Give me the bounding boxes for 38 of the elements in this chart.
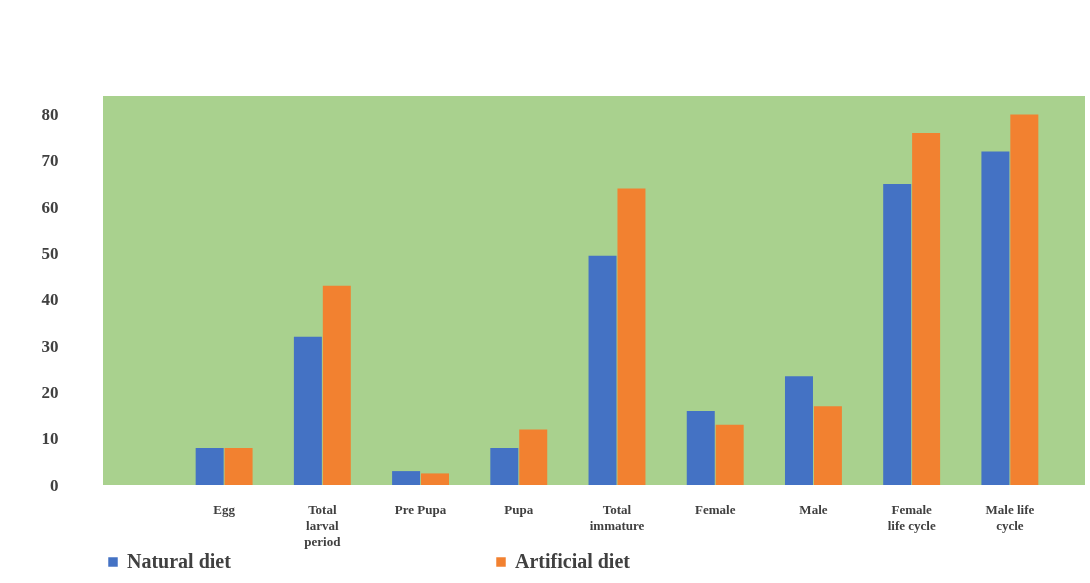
bar: [421, 473, 450, 485]
x-tick-label: Male life cycle: [985, 501, 1035, 533]
bar: [912, 133, 941, 485]
legend-label: Artificial diet: [515, 550, 631, 572]
x-tick-label: Pre Pupa: [394, 501, 447, 517]
x-tick-label: Egg: [213, 501, 236, 517]
bar: [224, 447, 253, 485]
bar: [322, 285, 351, 485]
x-tick-label: Total larval period: [304, 501, 342, 549]
x-tick-label: Pupa: [504, 501, 534, 517]
bar: [715, 424, 744, 485]
y-tick-label: 80: [41, 105, 59, 125]
bar: [490, 447, 519, 485]
bar: [813, 406, 842, 485]
bar: [686, 410, 715, 485]
legend-label: Natural diet: [127, 550, 232, 572]
y-tick-label: 30: [41, 336, 59, 356]
bar: [195, 447, 224, 485]
y-tick-label: 10: [41, 429, 59, 449]
y-tick-label: 40: [41, 290, 59, 310]
bar: [981, 151, 1010, 485]
x-tick-label: Female: [695, 501, 736, 517]
x-tick-label: Female life cycle: [887, 501, 936, 533]
y-tick-label: 0: [50, 475, 59, 495]
y-tick-label: 60: [41, 197, 59, 217]
y-tick-label: 70: [41, 151, 59, 171]
bar: [293, 336, 322, 485]
x-tick-label: Male: [799, 501, 828, 517]
y-tick-label: 20: [41, 382, 59, 402]
y-tick-label: 50: [41, 243, 59, 263]
bar: [588, 255, 617, 485]
bar: [392, 471, 421, 485]
bar: [519, 429, 548, 485]
x-tick-label: Total immature: [589, 501, 645, 533]
bar: [1010, 114, 1039, 485]
bar: [883, 183, 912, 485]
bar: [617, 188, 646, 485]
bar: [784, 376, 813, 485]
